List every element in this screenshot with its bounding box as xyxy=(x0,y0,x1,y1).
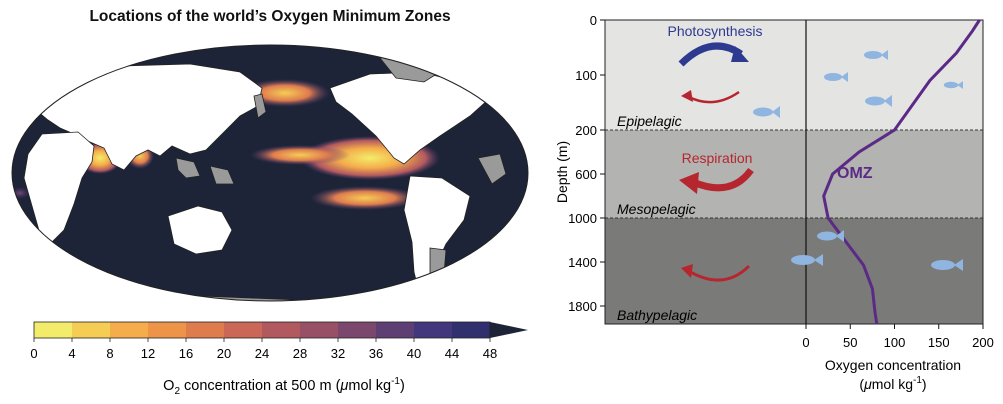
fish-icon xyxy=(865,95,892,107)
colorbar-tick-label: 32 xyxy=(331,346,345,361)
fish-icon xyxy=(791,254,823,266)
depth-tick-label: 1800 xyxy=(568,299,597,314)
oxygen-tick-label: 50 xyxy=(843,335,857,350)
respiration-arrow-large xyxy=(691,167,754,192)
world-map xyxy=(11,44,529,302)
colorbar-tick-label: 28 xyxy=(293,346,307,361)
colorbar-extend-arrow xyxy=(490,322,528,338)
fish-icon xyxy=(931,259,963,271)
colorbar-tick-label: 36 xyxy=(369,346,383,361)
omz-label: OMZ xyxy=(837,165,873,182)
colorbar-label: O2 concentration at 500 m (μmol kg-1) xyxy=(163,376,405,397)
epipelagic-band xyxy=(605,20,983,130)
oxygen-axis-label: Oxygen concentration xyxy=(825,357,961,373)
depth-diagram: 0 100 200 600 1000 1400 1800 Depth (m) 0 50 100 1… xyxy=(554,13,994,392)
map-title: Locations of the world’s Oxygen Minimum … xyxy=(89,8,451,25)
colorbar-cell xyxy=(224,322,263,338)
colorbar-tick-label: 4 xyxy=(68,346,75,361)
colorbar-tick-label: 40 xyxy=(407,346,421,361)
respiration-arrowhead xyxy=(679,172,699,194)
oxygen-tick-label: 200 xyxy=(972,335,994,350)
colorbar-cell xyxy=(148,322,187,338)
zone-label-epipelagic: Epipelagic xyxy=(617,113,682,129)
colorbar-tick-label: 20 xyxy=(217,346,231,361)
colorbar-cell xyxy=(186,322,225,338)
depth-tick-label: 200 xyxy=(575,123,597,138)
colorbar-tick-label: 44 xyxy=(445,346,459,361)
colorbar-tick-label: 0 xyxy=(30,346,37,361)
colorbar-cell xyxy=(376,322,415,338)
depth-tick-label: 100 xyxy=(575,68,597,83)
zone-label-bathypelagic: Bathypelagic xyxy=(617,307,697,323)
colorbar-tick-label: 48 xyxy=(483,346,497,361)
fish-icon xyxy=(753,106,780,118)
colorbar-cell xyxy=(414,322,453,338)
colorbar-tick-label: 16 xyxy=(179,346,193,361)
mesopelagic-band xyxy=(605,130,983,218)
oxygen-tick-label: 150 xyxy=(928,335,950,350)
depth-tick-label: 1000 xyxy=(568,211,597,226)
colorbar-cell xyxy=(72,322,111,338)
respiration-label: Respiration xyxy=(682,150,753,166)
colorbar-cell xyxy=(300,322,339,338)
oxygen-tick-label: 0 xyxy=(802,335,809,350)
fish-icon xyxy=(817,230,844,242)
photosynthesis-arrowhead xyxy=(731,46,749,62)
zone-label-mesopelagic: Mesopelagic xyxy=(617,201,696,217)
photosynthesis-label: Photosynthesis xyxy=(668,23,763,39)
colorbar-cell xyxy=(34,322,73,338)
bathypelagic-band xyxy=(605,218,983,324)
fish-icon xyxy=(943,81,963,89)
colorbar-tick-label: 12 xyxy=(141,346,155,361)
colorbar-cell xyxy=(110,322,149,338)
colorbar-cell xyxy=(262,322,301,338)
depth-axis-label: Depth (m) xyxy=(554,141,570,203)
colorbar-tick-label: 24 xyxy=(255,346,269,361)
respiration-arrow-small xyxy=(686,264,751,282)
colorbar-tick-label: 8 xyxy=(106,346,113,361)
colorbar-cell xyxy=(338,322,377,338)
depth-tick-label: 600 xyxy=(575,167,597,182)
depth-tick-label: 0 xyxy=(590,13,597,28)
oxygen-profile-curve xyxy=(822,19,981,325)
fish-icon xyxy=(864,50,888,60)
colorbar-cell xyxy=(452,322,491,338)
colorbar: 0 4 8 12 16 20 24 28 32 36 40 44 48 O2 concentration… xyxy=(30,321,528,397)
oxygen-axis-unit: (μmol kg-1) xyxy=(859,375,926,392)
fish-icon xyxy=(824,72,848,82)
depth-tick-label: 1400 xyxy=(568,255,597,270)
oxygen-tick-label: 100 xyxy=(884,335,906,350)
